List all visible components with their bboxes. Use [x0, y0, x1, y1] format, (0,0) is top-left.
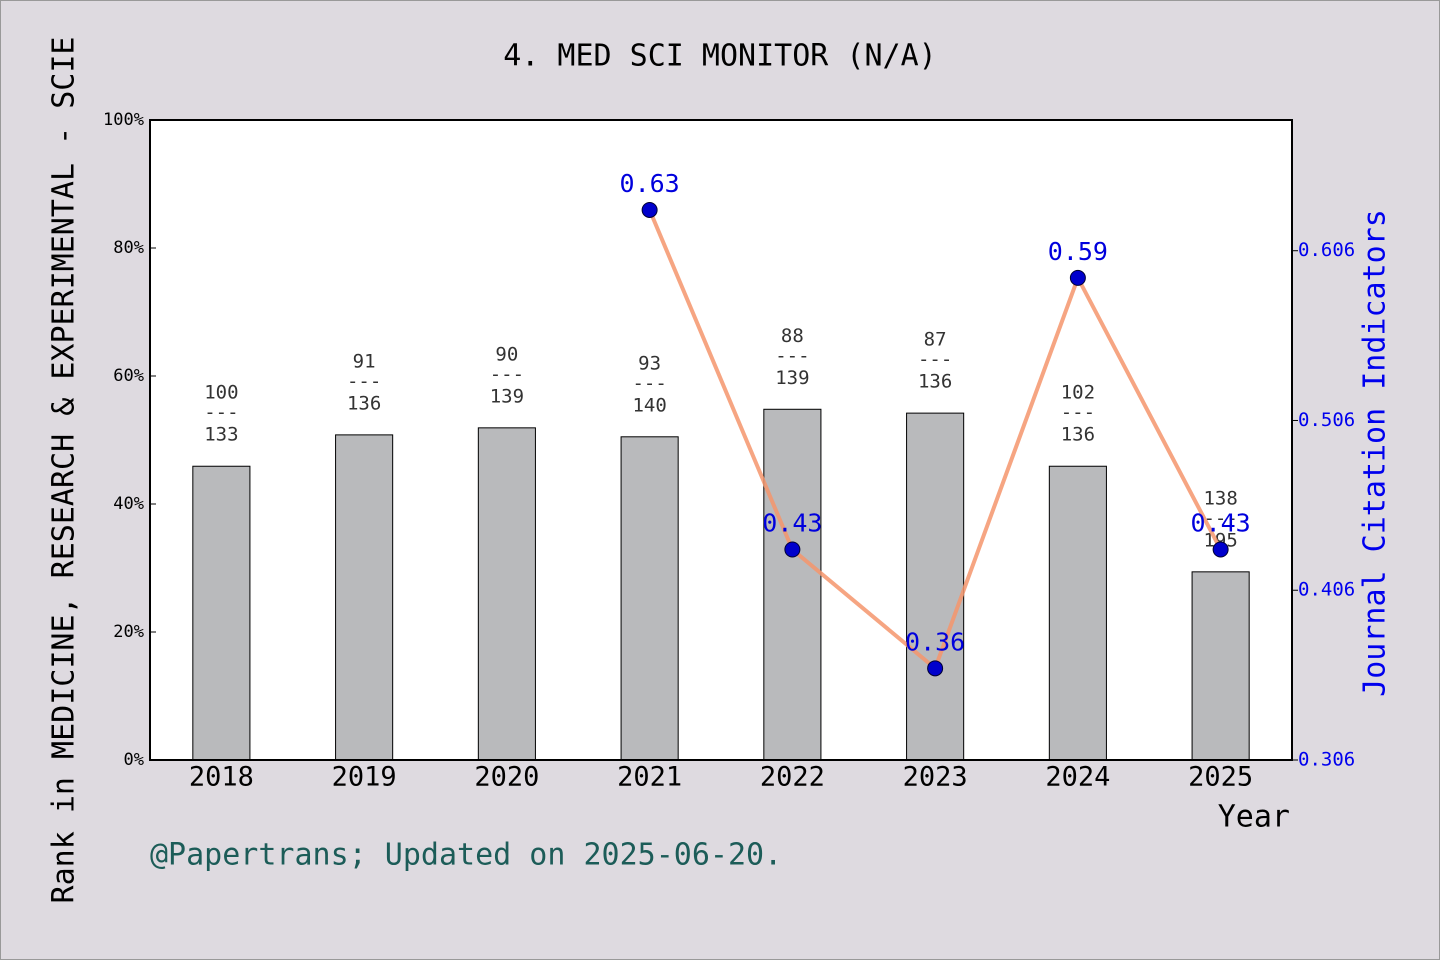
rank-separator: ---: [204, 402, 238, 424]
bar: [1191, 571, 1250, 761]
rank-separator: ---: [632, 372, 666, 394]
point-label: 0.63: [620, 169, 680, 198]
x-tick-label: 2021: [617, 762, 682, 793]
x-tick-label: 2023: [903, 762, 968, 793]
plot-area: [150, 120, 1292, 760]
x-tick-label: 2018: [189, 762, 254, 793]
rank-label: 90: [495, 343, 518, 365]
x-tick-label: 2025: [1188, 762, 1253, 793]
rank-label: 100: [204, 382, 238, 404]
y2-tick-label: 0.406: [1298, 579, 1355, 601]
x-tick-label: 2020: [474, 762, 539, 793]
total-label: 140: [632, 394, 666, 416]
point: [1069, 269, 1086, 286]
bar: [477, 427, 536, 761]
y-tick-label: 40%: [113, 494, 144, 514]
point: [927, 660, 944, 677]
point-label: 0.36: [905, 627, 965, 656]
total-label: 136: [1061, 424, 1095, 446]
rank-label: 102: [1061, 382, 1095, 404]
total-label: 136: [347, 392, 381, 414]
bar: [1048, 465, 1107, 761]
rank-separator: ---: [347, 370, 381, 392]
bar: [192, 465, 251, 761]
rank-separator: ---: [1203, 507, 1237, 529]
bar: [335, 434, 394, 761]
rank-label: 93: [638, 352, 661, 374]
y-tick-label: 60%: [113, 366, 144, 386]
annotation: @Papertrans; Updated on 2025-06-20.: [150, 838, 782, 873]
y-tick-label: 0%: [124, 750, 144, 770]
total-label: 133: [204, 424, 238, 446]
total-label: 139: [490, 385, 524, 407]
point: [784, 541, 801, 558]
rank-separator: ---: [1061, 402, 1095, 424]
point-label: 0.43: [1191, 508, 1251, 537]
bar: [906, 412, 965, 761]
rank-separator: ---: [918, 349, 952, 371]
point-label: 0.43: [762, 508, 822, 537]
y-tick-label: 100%: [103, 110, 144, 130]
y2-tick-label: 0.606: [1298, 239, 1355, 261]
point-label: 0.59: [1048, 237, 1108, 266]
bar: [620, 436, 679, 761]
rank-separator: ---: [490, 363, 524, 385]
rank-label: 87: [924, 329, 947, 351]
x-axis-label: Year: [1218, 800, 1290, 835]
plot: 100---13391---13690---13993---14088---13…: [192, 169, 1251, 761]
y-axis-label: Rank in MEDICINE, RESEARCH & EXPERIMENTA…: [47, 37, 82, 904]
y2-tick-label: 0.506: [1298, 409, 1355, 431]
y2-axis-label: Journal Citation Indicators: [1358, 209, 1393, 697]
point: [641, 201, 658, 218]
bar: [763, 408, 822, 761]
total-label: 136: [918, 371, 952, 393]
rank-label: 88: [781, 325, 804, 347]
x-tick-label: 2019: [332, 762, 397, 793]
x-tick-label: 2024: [1045, 762, 1110, 793]
x-tick-label: 2022: [760, 762, 825, 793]
total-label: 139: [775, 367, 809, 389]
chart-title: 4. MED SCI MONITOR (N/A): [503, 39, 936, 74]
rank-label: 138: [1203, 487, 1237, 509]
y-tick-label: 80%: [113, 238, 144, 258]
y-tick-label: 20%: [113, 622, 144, 642]
rank-separator: ---: [775, 345, 809, 367]
point: [1212, 541, 1229, 558]
plot-frame: [149, 119, 1293, 761]
y2-tick-label: 0.306: [1298, 749, 1355, 771]
rank-label: 91: [353, 350, 376, 372]
